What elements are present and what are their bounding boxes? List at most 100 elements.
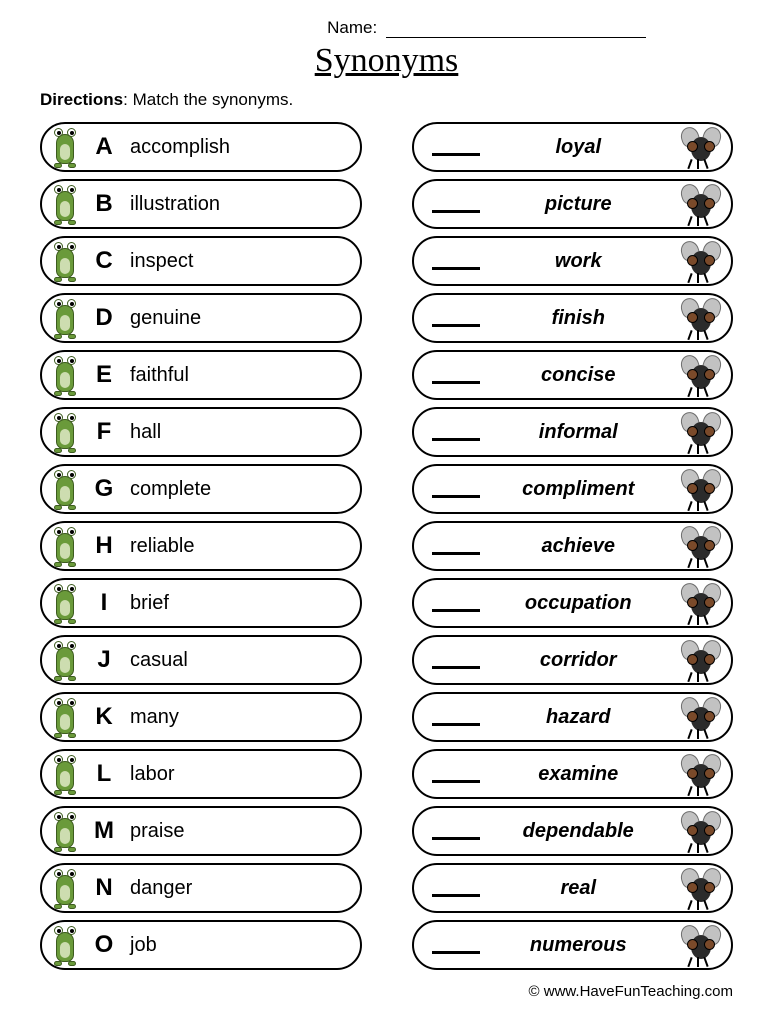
source-word-pill: Ndanger — [40, 863, 362, 913]
frog-icon-wrap — [48, 239, 82, 283]
frog-icon-wrap — [48, 182, 82, 226]
item-letter: O — [86, 931, 122, 959]
answer-blank[interactable] — [432, 822, 480, 840]
frog-icon-wrap — [48, 353, 82, 397]
answer-blank[interactable] — [432, 594, 480, 612]
frog-icon-wrap — [48, 809, 82, 853]
item-letter: N — [86, 874, 122, 902]
item-letter: M — [86, 817, 122, 845]
frog-icon — [53, 468, 77, 510]
synonym-pill: numerous — [412, 920, 734, 970]
name-blank-line[interactable] — [386, 37, 646, 38]
item-letter: F — [86, 418, 122, 446]
fly-icon-wrap — [677, 695, 725, 739]
fly-icon-wrap — [677, 182, 725, 226]
name-field-row: Name: — [30, 18, 743, 38]
frog-icon-wrap — [48, 923, 82, 967]
frog-icon — [53, 867, 77, 909]
synonym-pill: picture — [412, 179, 734, 229]
synonym-pill: finish — [412, 293, 734, 343]
synonym-pill: corridor — [412, 635, 734, 685]
answer-blank[interactable] — [432, 138, 480, 156]
source-word: danger — [130, 877, 192, 900]
fly-icon-wrap — [677, 467, 725, 511]
synonym-pill: occupation — [412, 578, 734, 628]
frog-icon — [53, 639, 77, 681]
fly-icon-wrap — [677, 809, 725, 853]
answer-blank[interactable] — [432, 936, 480, 954]
source-word-pill: Efaithful — [40, 350, 362, 400]
answer-blank[interactable] — [432, 252, 480, 270]
answer-blank[interactable] — [432, 195, 480, 213]
source-word: faithful — [130, 364, 189, 387]
item-letter: E — [86, 361, 122, 389]
source-word: job — [130, 934, 157, 957]
source-word: hall — [130, 421, 161, 444]
synonym-word: numerous — [480, 934, 678, 957]
source-word-pill: Llabor — [40, 749, 362, 799]
fly-icon — [679, 355, 723, 395]
fly-icon — [679, 184, 723, 224]
frog-icon-wrap — [48, 410, 82, 454]
item-letter: L — [86, 760, 122, 788]
source-word: casual — [130, 649, 188, 672]
directions-label: Directions — [40, 90, 123, 109]
item-letter: D — [86, 304, 122, 332]
source-word: genuine — [130, 307, 201, 330]
synonym-word: informal — [480, 421, 678, 444]
source-word-pill: Dgenuine — [40, 293, 362, 343]
fly-icon — [679, 469, 723, 509]
fly-icon-wrap — [677, 125, 725, 169]
source-word: many — [130, 706, 179, 729]
answer-blank[interactable] — [432, 765, 480, 783]
fly-icon — [679, 811, 723, 851]
item-letter: H — [86, 532, 122, 560]
fly-icon — [679, 241, 723, 281]
fly-icon-wrap — [677, 239, 725, 283]
synonym-pill: dependable — [412, 806, 734, 856]
source-word-pill: Kmany — [40, 692, 362, 742]
source-word-pill: Fhall — [40, 407, 362, 457]
fly-icon — [679, 754, 723, 794]
source-word: inspect — [130, 250, 193, 273]
answer-blank[interactable] — [432, 708, 480, 726]
item-letter: K — [86, 703, 122, 731]
fly-icon-wrap — [677, 638, 725, 682]
frog-icon-wrap — [48, 638, 82, 682]
source-word: labor — [130, 763, 174, 786]
source-word: illustration — [130, 193, 220, 216]
frog-icon-wrap — [48, 695, 82, 739]
synonym-word: real — [480, 877, 678, 900]
frog-icon — [53, 126, 77, 168]
source-word-pill: Gcomplete — [40, 464, 362, 514]
answer-blank[interactable] — [432, 879, 480, 897]
answer-blank[interactable] — [432, 651, 480, 669]
frog-icon — [53, 411, 77, 453]
frog-icon-wrap — [48, 866, 82, 910]
footer-copyright: © www.HaveFunTeaching.com — [30, 983, 743, 1000]
synonym-pill: real — [412, 863, 734, 913]
answer-blank[interactable] — [432, 423, 480, 441]
frog-icon — [53, 525, 77, 567]
worksheet-columns: AaccomplishBillustrationCinspectDgenuine… — [30, 122, 743, 977]
synonym-pill: achieve — [412, 521, 734, 571]
synonym-word: examine — [480, 763, 678, 786]
answer-blank[interactable] — [432, 366, 480, 384]
synonym-word: loyal — [480, 136, 678, 159]
frog-icon — [53, 582, 77, 624]
answer-blank[interactable] — [432, 537, 480, 555]
frog-icon — [53, 696, 77, 738]
fly-icon — [679, 868, 723, 908]
frog-icon — [53, 354, 77, 396]
fly-icon — [679, 697, 723, 737]
answer-blank[interactable] — [432, 309, 480, 327]
synonym-word: corridor — [480, 649, 678, 672]
source-word: accomplish — [130, 136, 230, 159]
source-word-pill: Aaccomplish — [40, 122, 362, 172]
worksheet-title: Synonyms — [30, 42, 743, 80]
name-label: Name: — [327, 18, 377, 37]
directions-line: Directions: Match the synonyms. — [30, 90, 743, 110]
fly-icon — [679, 298, 723, 338]
answer-blank[interactable] — [432, 480, 480, 498]
item-letter: G — [86, 475, 122, 503]
